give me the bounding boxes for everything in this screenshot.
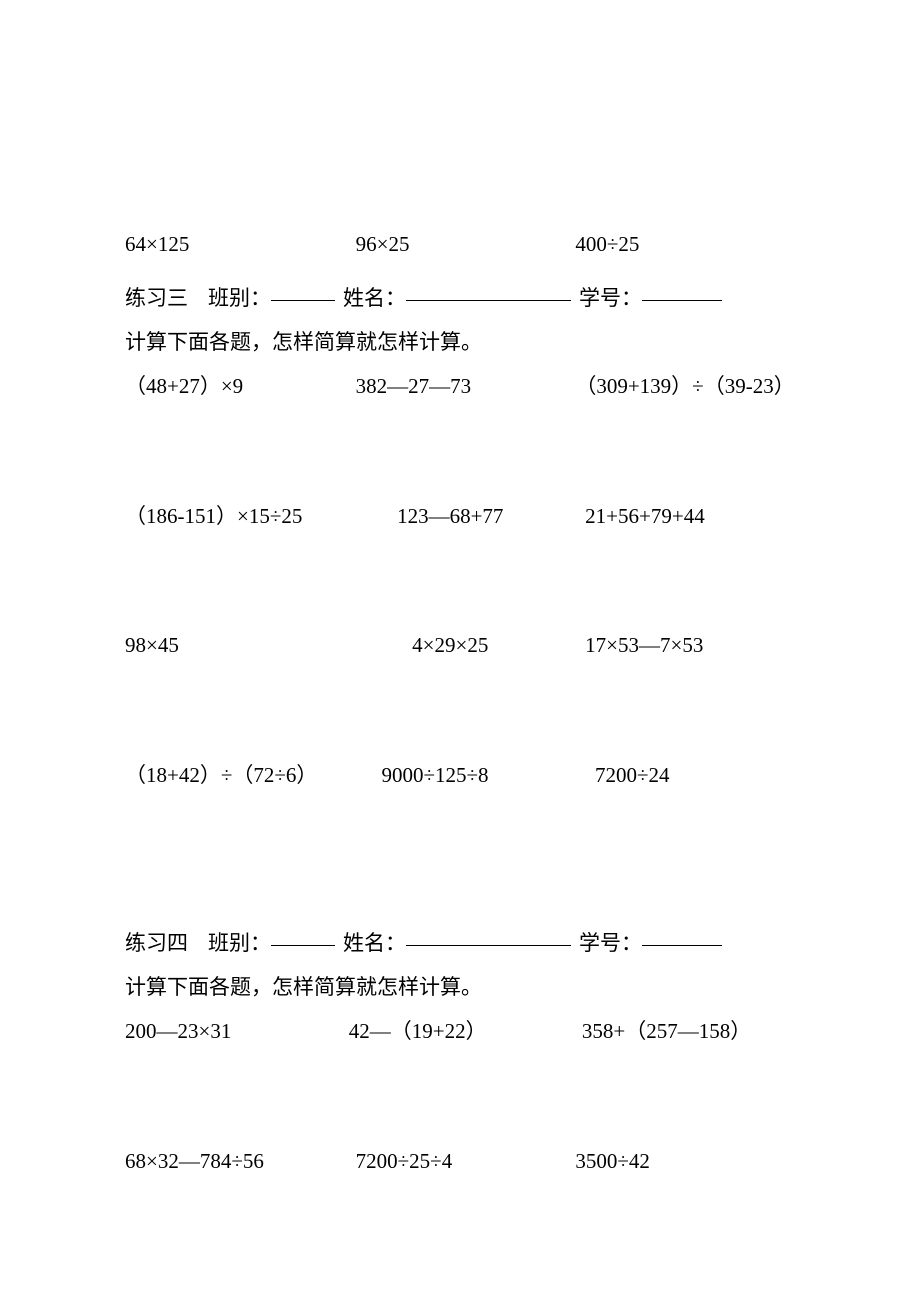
problem-cell: 123—68+77 (345, 497, 555, 537)
problem-cell: 98×45 (125, 626, 345, 666)
section-4-row-2: 68×32—784÷56 7200÷25÷4 3500÷42 (125, 1142, 795, 1182)
section-3-row-2: （186-151）×15÷25 123—68+77 21+56+79+44 (125, 497, 795, 537)
problem-cell: 9000÷125÷8 (335, 756, 535, 796)
class-label: 班别： (208, 924, 271, 964)
top-problem-row: 64×125 96×25 400÷25 (125, 225, 795, 265)
section-4-header: 练习四 班别： 姓名： 学号： (125, 924, 795, 964)
problem-cell: （186-151）×15÷25 (125, 497, 345, 537)
name-blank (406, 279, 571, 301)
section-title: 练习三 (125, 279, 188, 319)
problem-cell: 358+（257—158） (562, 1012, 795, 1052)
spacer (335, 924, 343, 964)
problem-cell: 200—23×31 (125, 1012, 349, 1052)
problem-cell: （309+139）÷（39-23） (575, 367, 795, 407)
class-label: 班别： (208, 279, 271, 319)
problem-cell: 42—（19+22） (349, 1012, 562, 1052)
problem-cell: 3500÷42 (575, 1142, 795, 1182)
section-4-row-1: 200—23×31 42—（19+22） 358+（257—158） (125, 1012, 795, 1052)
problem-cell: 382—27—73 (356, 367, 576, 407)
id-blank (642, 924, 722, 946)
section-3-instruction: 计算下面各题，怎样简算就怎样计算。 (125, 323, 795, 363)
section-3-row-3: 98×45 4×29×25 17×53—7×53 (125, 626, 795, 666)
problem-cell: 96×25 (356, 225, 576, 265)
problem-cell: 7200÷24 (535, 756, 795, 796)
name-label: 姓名： (343, 279, 406, 319)
class-blank (271, 279, 335, 301)
problem-cell: 17×53—7×53 (555, 626, 795, 666)
section-4-instruction: 计算下面各题，怎样简算就怎样计算。 (125, 968, 795, 1008)
problem-cell: （18+42）÷（72÷6） (125, 756, 335, 796)
name-label: 姓名： (343, 924, 406, 964)
problem-cell: 400÷25 (575, 225, 795, 265)
id-label: 学号： (579, 279, 642, 319)
section-3-row-1: （48+27）×9 382—27—73 （309+139）÷（39-23） (125, 367, 795, 407)
id-blank (642, 279, 722, 301)
problem-cell: （48+27）×9 (125, 367, 356, 407)
section-title: 练习四 (125, 924, 188, 964)
spacer (335, 279, 343, 319)
problem-cell: 64×125 (125, 225, 356, 265)
name-blank (406, 924, 571, 946)
spacer (188, 279, 208, 319)
section-3-row-4: （18+42）÷（72÷6） 9000÷125÷8 7200÷24 (125, 756, 795, 796)
problem-cell: 21+56+79+44 (555, 497, 795, 537)
id-label: 学号： (579, 924, 642, 964)
spacer (188, 924, 208, 964)
problem-cell: 68×32—784÷56 (125, 1142, 356, 1182)
problem-cell: 7200÷25÷4 (356, 1142, 576, 1182)
spacer (571, 924, 579, 964)
section-3-header: 练习三 班别： 姓名： 学号： (125, 279, 795, 319)
spacer (571, 279, 579, 319)
problem-cell: 4×29×25 (345, 626, 555, 666)
class-blank (271, 924, 335, 946)
